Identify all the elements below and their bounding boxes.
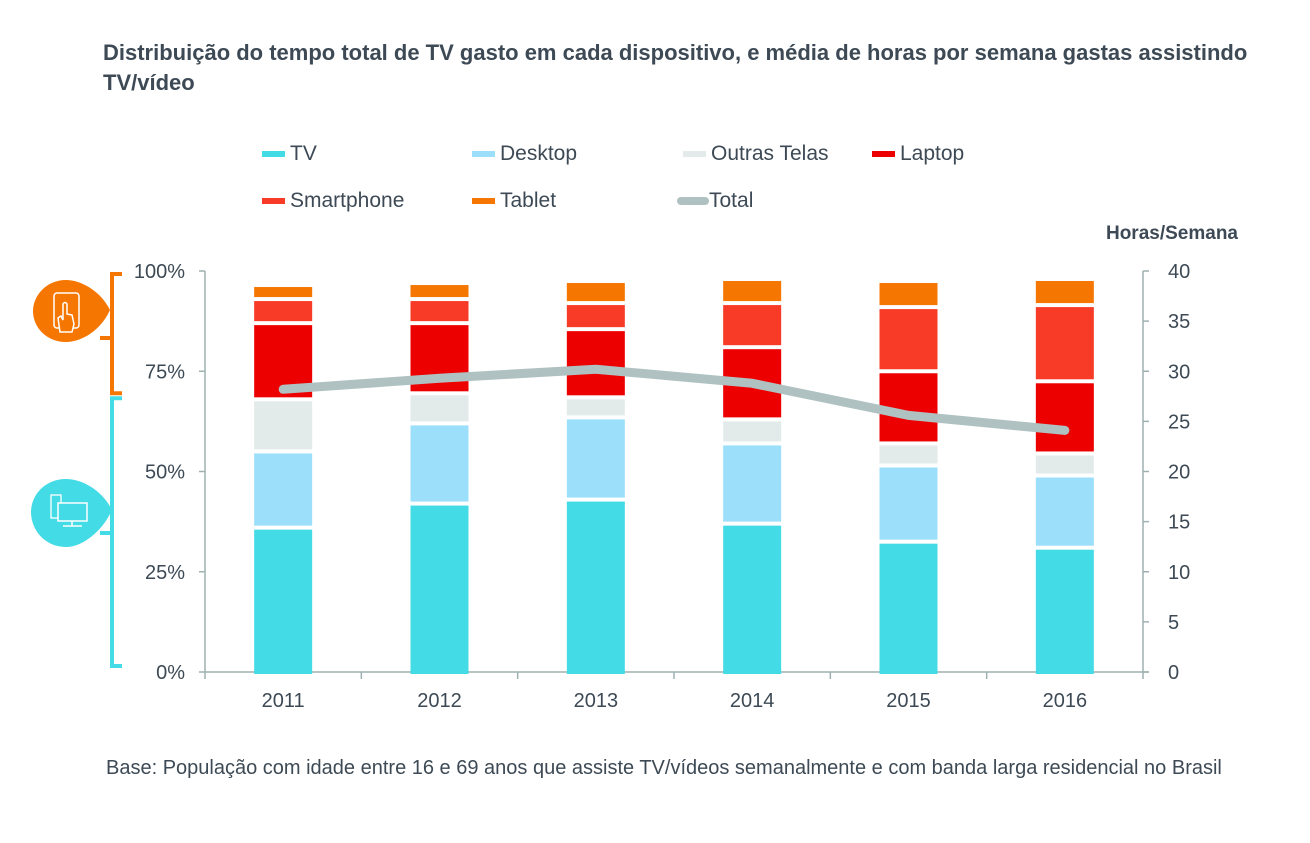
legend-swatch (683, 151, 706, 157)
bar-tablet (410, 285, 469, 298)
legend-item-outras-telas: Outras Telas (683, 142, 829, 166)
bar-desktop (254, 453, 313, 526)
bar-outras-telas (254, 401, 313, 450)
bar-desktop (879, 467, 938, 540)
legend-item-total: Total (677, 189, 753, 213)
legend-item-desktop: Desktop (472, 142, 577, 166)
bar-smartphone (879, 309, 938, 370)
bar-outras-telas (566, 399, 625, 416)
x-axis-tick-label: 2014 (730, 690, 775, 712)
right-axis-tick-label: 0 (1168, 662, 1179, 684)
legend-item-smartphone: Smartphone (262, 189, 404, 213)
x-axis-tick-label: 2016 (1043, 690, 1088, 712)
bar-tablet (1035, 281, 1094, 304)
legend-swatch (872, 151, 895, 157)
x-axis-tick-label: 2012 (417, 690, 462, 712)
legend-label: Tablet (500, 189, 557, 212)
total-line (278, 364, 1070, 435)
bar-smartphone (254, 301, 313, 322)
bar-outras-telas (1035, 455, 1094, 474)
bar-stack-2015 (879, 283, 938, 674)
bracket-mobile-devices (110, 272, 122, 396)
footnote: Base: População com idade entre 16 e 69 … (106, 757, 1222, 779)
left-axis-tick-label: 100% (134, 261, 185, 283)
bar-desktop (723, 445, 782, 522)
legend-swatch (262, 198, 285, 204)
monitor-outline (57, 502, 88, 522)
right-axis-tick-label: 10 (1168, 562, 1190, 584)
right-axis-tick-label: 30 (1168, 361, 1190, 383)
bar-tv (723, 525, 782, 674)
legend-swatch (472, 151, 495, 157)
bar-tv (254, 529, 313, 674)
bar-tv (410, 505, 469, 674)
bar-laptop (1035, 383, 1094, 452)
left-axis-tick-label: 0% (156, 662, 185, 684)
legend-swatch (677, 197, 709, 205)
x-axis-tick-label: 2013 (574, 690, 619, 712)
bar-tv (1035, 549, 1094, 674)
legend-item-tv: TV (262, 142, 317, 166)
desktop-computer-icon (31, 479, 112, 547)
legend-item-tablet: Tablet (472, 189, 556, 213)
right-axis-tick-label: 5 (1168, 612, 1179, 634)
x-axis-tick-label: 2015 (886, 690, 931, 712)
legend-label: Smartphone (290, 189, 405, 212)
bar-desktop (410, 425, 469, 502)
bar-desktop (566, 419, 625, 498)
bar-tablet (566, 283, 625, 302)
bar-tablet (723, 281, 782, 302)
bar-stack-2013 (566, 283, 625, 674)
right-axis-title: Horas/Semana (1106, 223, 1238, 244)
bar-tablet (254, 287, 313, 298)
legend-item-laptop: Laptop (872, 142, 964, 166)
tablet-touch-icon (33, 280, 110, 342)
x-axis-tick-label: 2011 (262, 690, 305, 712)
right-axis-tick-label: 20 (1168, 462, 1190, 484)
bar-desktop (1035, 477, 1094, 546)
bar-stack-2016 (1035, 281, 1094, 674)
right-axis-tick-label: 35 (1168, 311, 1190, 333)
bar-outras-telas (723, 421, 782, 442)
legend-label: Total (709, 189, 754, 212)
bar-smartphone (1035, 307, 1094, 380)
legend-label: Outras Telas (711, 142, 829, 165)
chart-title: Distribuição do tempo total de TV gasto … (103, 40, 1248, 95)
bar-smartphone (410, 301, 469, 322)
right-axis-tick-label: 40 (1168, 261, 1190, 283)
right-axis-tick-label: 15 (1168, 512, 1190, 534)
bar-tv (566, 501, 625, 674)
bar-laptop (566, 331, 625, 396)
left-axis-tick-label: 50% (145, 462, 185, 484)
legend-label: TV (290, 142, 317, 165)
bar-outras-telas (410, 395, 469, 422)
legend-swatch (262, 151, 285, 157)
bar-stack-2011 (254, 287, 313, 674)
legend: TV Desktop Outras Telas Laptop Smartphone Tab… (262, 142, 1062, 222)
legend-swatch (472, 198, 495, 204)
bar-smartphone (723, 305, 782, 346)
left-axis-tick-label: 25% (145, 562, 185, 584)
hand-outline (57, 301, 75, 333)
left-axis-tick-label: 75% (145, 361, 185, 383)
legend-label: Laptop (900, 142, 965, 165)
bar-tv (879, 543, 938, 674)
bar-stack-2012 (410, 285, 469, 674)
callout-bubble (33, 280, 110, 342)
right-axis-tick-label: 25 (1168, 411, 1190, 433)
bracket-fixed-screens (110, 396, 122, 668)
bar-tablet (879, 283, 938, 306)
bar-outras-telas (879, 445, 938, 464)
bar-stack-2014 (723, 281, 782, 674)
bar-smartphone (566, 305, 625, 328)
legend-label: Desktop (500, 142, 578, 165)
